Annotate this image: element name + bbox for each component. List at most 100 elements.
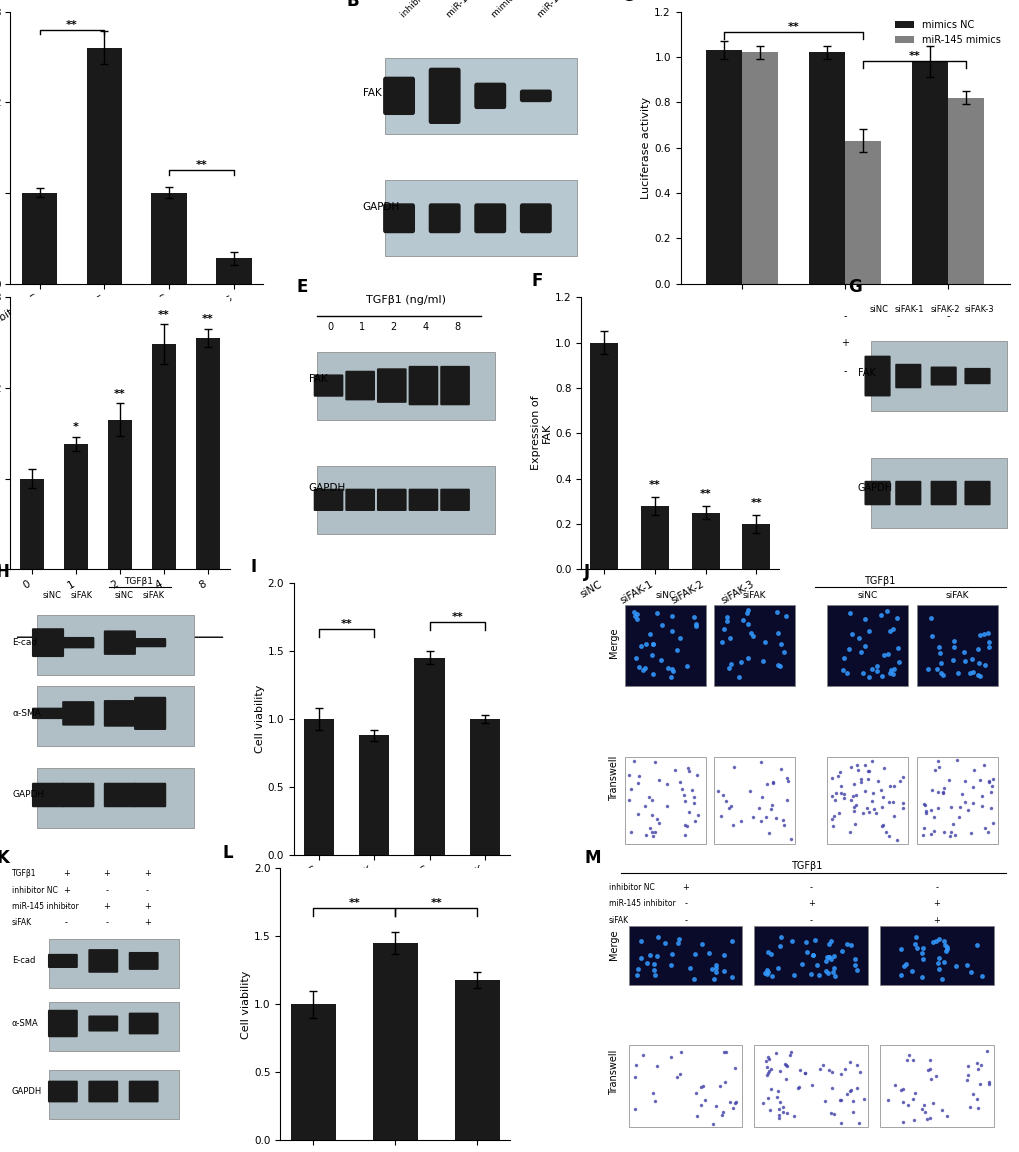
FancyBboxPatch shape xyxy=(128,1081,158,1102)
Text: FAK: FAK xyxy=(857,369,874,378)
Text: -: - xyxy=(809,916,812,925)
Text: TGFβ1: TGFβ1 xyxy=(863,576,895,585)
FancyBboxPatch shape xyxy=(385,180,577,257)
FancyBboxPatch shape xyxy=(37,615,194,675)
Bar xyxy=(216,258,252,283)
FancyBboxPatch shape xyxy=(440,488,470,511)
Text: +: + xyxy=(738,311,746,321)
Text: miR-145 inhibitor: miR-145 inhibitor xyxy=(12,902,78,911)
Bar xyxy=(304,719,334,855)
Bar xyxy=(845,141,880,283)
FancyBboxPatch shape xyxy=(377,488,407,511)
Text: TGFβ1: TGFβ1 xyxy=(791,862,822,871)
Text: FAK: FAK xyxy=(309,373,327,384)
FancyBboxPatch shape xyxy=(377,369,407,403)
FancyBboxPatch shape xyxy=(48,954,77,968)
Bar xyxy=(470,719,499,855)
Text: 2: 2 xyxy=(390,321,396,332)
FancyBboxPatch shape xyxy=(37,687,194,746)
Text: +: + xyxy=(682,882,689,892)
Text: TGFβ1: TGFβ1 xyxy=(12,870,37,878)
FancyBboxPatch shape xyxy=(48,1081,77,1102)
Text: +: + xyxy=(944,365,951,376)
Text: H: H xyxy=(0,563,9,582)
Text: siNC: siNC xyxy=(857,591,877,600)
Text: -: - xyxy=(809,882,812,892)
FancyBboxPatch shape xyxy=(520,90,551,103)
FancyBboxPatch shape xyxy=(32,628,64,657)
FancyBboxPatch shape xyxy=(895,480,920,506)
Text: C: C xyxy=(621,0,633,5)
FancyBboxPatch shape xyxy=(916,757,997,844)
Legend: mimics NC, miR-145 mimics: mimics NC, miR-145 mimics xyxy=(891,16,1004,50)
Bar xyxy=(947,98,983,283)
FancyBboxPatch shape xyxy=(104,782,136,808)
Text: siNC: siNC xyxy=(114,591,133,600)
Bar xyxy=(808,52,845,283)
FancyBboxPatch shape xyxy=(383,77,415,115)
FancyBboxPatch shape xyxy=(474,203,505,233)
Bar xyxy=(21,192,57,283)
Text: **: ** xyxy=(202,314,214,325)
FancyBboxPatch shape xyxy=(89,949,118,972)
Text: +: + xyxy=(144,870,151,878)
FancyBboxPatch shape xyxy=(62,782,95,808)
Text: -: - xyxy=(65,902,68,911)
Text: Merge: Merge xyxy=(608,628,618,658)
Text: B: B xyxy=(346,0,359,10)
Text: **: ** xyxy=(66,20,77,30)
Text: TGFβ1: TGFβ1 xyxy=(124,576,153,585)
Text: inhibitor NC: inhibitor NC xyxy=(608,882,654,892)
Text: inhibitor NC: inhibitor NC xyxy=(12,886,58,895)
FancyBboxPatch shape xyxy=(520,203,551,233)
FancyBboxPatch shape xyxy=(826,605,908,687)
Text: +: + xyxy=(841,339,849,348)
Bar xyxy=(590,342,618,569)
Text: **: ** xyxy=(196,160,208,170)
Text: -: - xyxy=(105,918,108,927)
Bar xyxy=(152,344,176,569)
Text: siFAK: siFAK xyxy=(143,591,165,600)
Text: mimics NC: mimics NC xyxy=(490,0,530,20)
Text: inhibitor NC: inhibitor NC xyxy=(398,0,443,20)
Bar xyxy=(108,419,132,569)
Y-axis label: Cell viability: Cell viability xyxy=(242,970,251,1039)
Text: +: + xyxy=(63,870,69,878)
Text: siFAK: siFAK xyxy=(71,591,93,600)
Bar xyxy=(20,478,44,569)
FancyBboxPatch shape xyxy=(89,1081,118,1102)
Bar xyxy=(705,50,742,283)
Bar xyxy=(414,658,444,855)
Bar xyxy=(151,192,186,283)
Text: Merge: Merge xyxy=(608,930,618,960)
Text: -: - xyxy=(65,918,68,927)
FancyBboxPatch shape xyxy=(870,341,1006,411)
Text: TGFβ1 (ng/ml): TGFβ1 (ng/ml) xyxy=(83,657,157,666)
FancyBboxPatch shape xyxy=(629,925,742,985)
FancyBboxPatch shape xyxy=(32,707,64,719)
Text: -: - xyxy=(146,886,149,895)
Text: M: M xyxy=(584,849,600,867)
Text: Transwell: Transwell xyxy=(608,756,618,802)
Text: F: F xyxy=(532,272,543,290)
FancyBboxPatch shape xyxy=(37,767,194,827)
FancyBboxPatch shape xyxy=(929,366,956,386)
Bar xyxy=(290,1005,335,1140)
FancyBboxPatch shape xyxy=(864,480,890,506)
Text: 1: 1 xyxy=(359,321,365,332)
Text: GAPDH: GAPDH xyxy=(309,483,345,493)
Text: miR-145 inhibitor: miR-145 inhibitor xyxy=(608,900,675,908)
Text: -: - xyxy=(105,886,108,895)
FancyBboxPatch shape xyxy=(62,637,95,649)
Text: GAPDH: GAPDH xyxy=(857,483,892,493)
Text: GAPDH: GAPDH xyxy=(12,790,44,799)
Text: *: * xyxy=(73,423,79,432)
Text: siFAK: siFAK xyxy=(608,916,628,925)
Text: 0: 0 xyxy=(327,321,333,332)
Text: FAK: FAK xyxy=(362,89,381,98)
FancyBboxPatch shape xyxy=(409,488,438,511)
Text: +: + xyxy=(807,900,814,908)
Bar xyxy=(911,61,947,283)
FancyBboxPatch shape xyxy=(895,364,920,388)
Text: **: ** xyxy=(648,480,660,490)
